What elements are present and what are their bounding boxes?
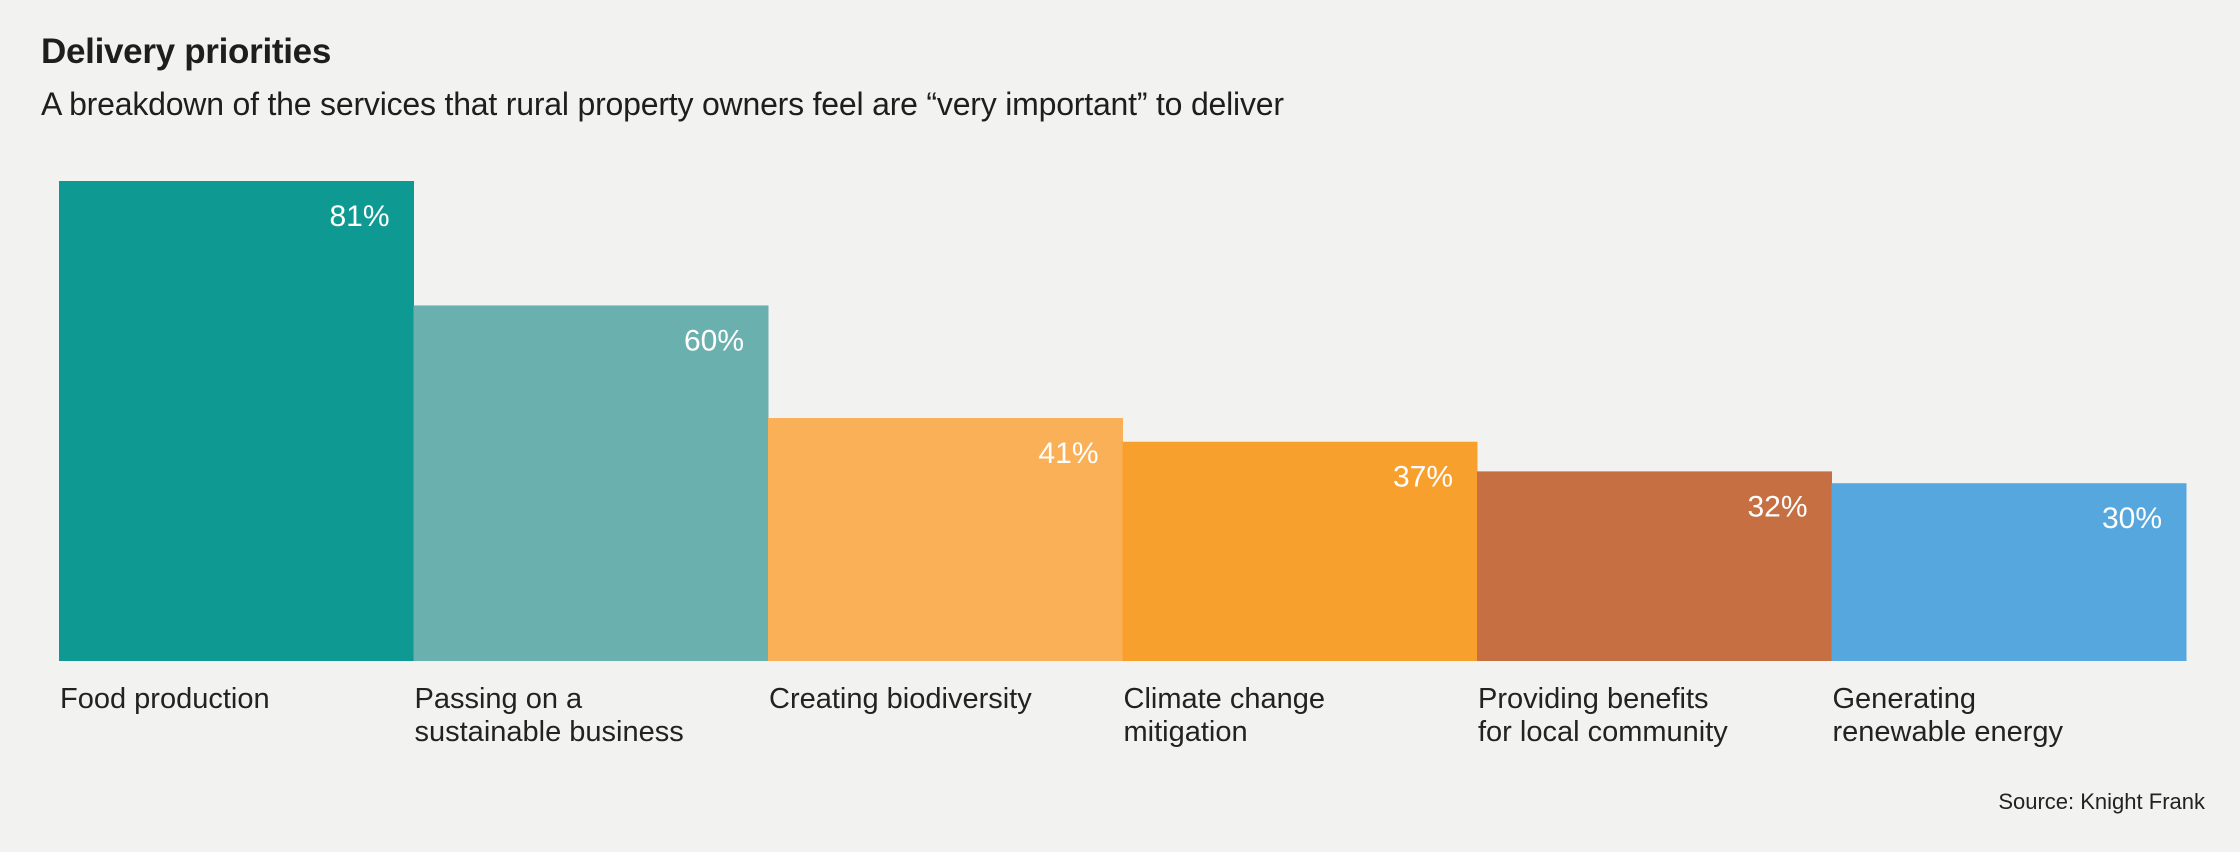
category-label: Climate change mitigation (1124, 683, 1326, 748)
chart-title: Delivery priorities (41, 32, 331, 71)
value-labels-group: 81% 60% 41% 37% 32% 30% (329, 200, 2162, 535)
category-label-line: Food production (60, 683, 270, 715)
bar-value-label: 60% (684, 324, 744, 357)
source-note: Source: Knight Frank (1998, 789, 2205, 814)
category-label-line: Climate change (1124, 683, 1326, 715)
chart-subtitle: A breakdown of the services that rural p… (41, 86, 1284, 122)
bar-value-label: 37% (1393, 461, 1453, 494)
bar (413, 305, 769, 661)
category-label-line: mitigation (1124, 716, 1248, 748)
category-label-line: Generating (1833, 683, 1977, 715)
category-label-line: sustainable business (415, 716, 684, 748)
bar-value-label: 41% (1038, 437, 1098, 470)
bar (59, 181, 414, 661)
bar (1477, 471, 1832, 661)
category-label: Creating biodiversity (769, 683, 1032, 715)
bar-value-label: 81% (329, 200, 389, 233)
category-label: Passing on a sustainable business (415, 683, 684, 748)
bar (1831, 483, 2187, 661)
category-label: Generating renewable energy (1833, 683, 2064, 748)
category-labels-group: Food production Passing on a sustainable b… (60, 683, 2064, 748)
category-label-line: Passing on a (415, 683, 584, 715)
category-label-line: for local community (1478, 716, 1728, 748)
category-label-line: renewable energy (1833, 716, 2064, 748)
bar-value-label: 32% (1747, 490, 1807, 523)
bar-value-label: 30% (2102, 502, 2162, 535)
category-label-line: Creating biodiversity (769, 683, 1032, 715)
bar (768, 418, 1123, 661)
category-label: Providing benefits for local community (1478, 683, 1728, 748)
bar (1122, 441, 1478, 661)
category-label-line: Providing benefits (1478, 683, 1709, 715)
bars-group (59, 181, 2187, 661)
category-label: Food production (60, 683, 270, 715)
